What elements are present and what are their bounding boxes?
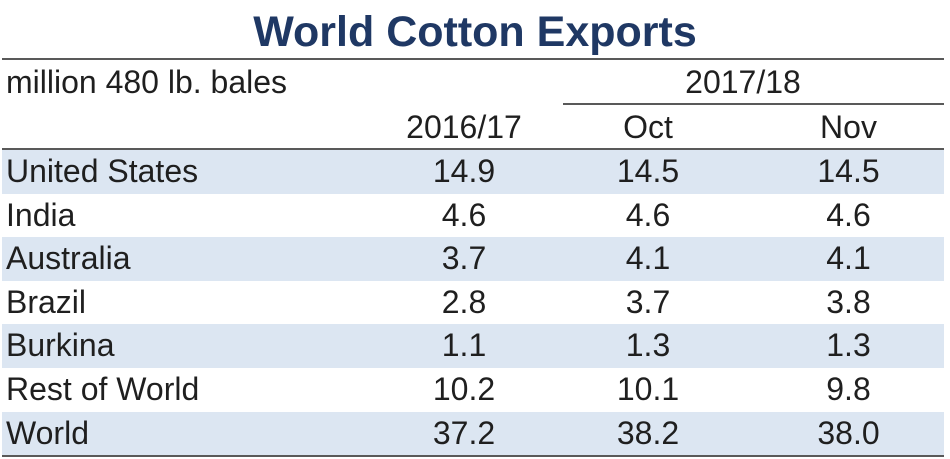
row-label: Brazil <box>6 283 87 320</box>
table-cell: 3.8 <box>826 283 871 320</box>
table-cell: 14.9 <box>432 153 496 189</box>
column-header-oct: Oct <box>623 109 673 145</box>
row-label: Rest of World <box>6 370 200 407</box>
table-cell: 1.3 <box>826 327 871 364</box>
group-header-rule <box>563 103 944 105</box>
top-rule <box>2 58 944 60</box>
header-bottom-rule <box>2 148 944 150</box>
table-cell: 4.1 <box>826 240 871 277</box>
group-header: 2017/18 <box>685 64 801 100</box>
table-cell: 1.1 <box>441 327 487 364</box>
table-title: World Cotton Exports <box>253 8 697 56</box>
row-label: World <box>6 414 89 451</box>
row-label: Burkina <box>6 327 115 364</box>
table-cell: 38.2 <box>616 414 680 451</box>
table-row: Burkina 1.1 1.3 1.3 <box>2 324 944 368</box>
table-row: Rest of World 10.2 10.1 9.8 <box>2 368 944 412</box>
bottom-rule <box>2 455 944 457</box>
table-cell: 3.7 <box>625 283 671 320</box>
table-cell: 10.1 <box>616 370 680 407</box>
table-cell: 4.6 <box>826 196 871 233</box>
table-cell: 2.8 <box>441 283 487 320</box>
table-cell: 1.3 <box>625 327 671 364</box>
table-cell: 4.6 <box>441 196 487 233</box>
column-header-2016-17: 2016/17 <box>406 109 522 145</box>
table-row: Brazil 2.8 3.7 3.8 <box>2 281 944 325</box>
table-cell: 3.7 <box>441 240 487 277</box>
row-label: United States <box>6 153 199 189</box>
table-cell: 9.8 <box>826 370 871 407</box>
table-row: United States 14.9 14.5 14.5 <box>2 150 944 194</box>
table-cell: 4.6 <box>625 196 671 233</box>
table-cell: 14.5 <box>817 153 880 189</box>
row-label: India <box>6 196 76 233</box>
table-cell: 38.0 <box>817 414 880 451</box>
unit-label: million 480 lb. bales <box>6 64 288 100</box>
row-label: Australia <box>6 240 131 277</box>
column-header-nov: Nov <box>820 109 877 145</box>
table-row: India 4.6 4.6 4.6 <box>2 194 944 238</box>
table-row: Australia 3.7 4.1 4.1 <box>2 237 944 281</box>
table-cell: 10.2 <box>432 370 496 407</box>
table-cell: 37.2 <box>432 414 496 451</box>
table-row: World 37.2 38.2 38.0 <box>2 411 944 456</box>
table-cell: 4.1 <box>625 240 671 277</box>
data-table: United States 14.9 14.5 14.5 India 4.6 4.6 4.6 A… <box>2 150 944 456</box>
table-cell: 14.5 <box>616 153 680 189</box>
